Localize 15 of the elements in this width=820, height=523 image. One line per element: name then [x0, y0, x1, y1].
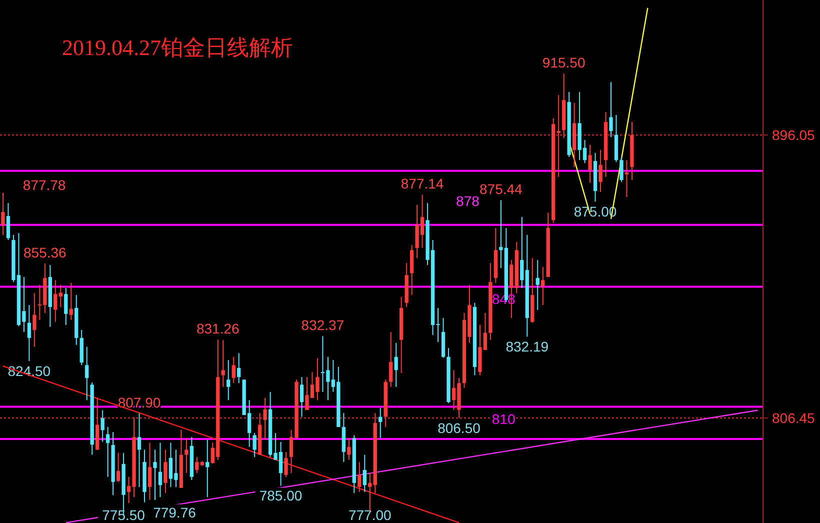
- annotation: 806.50: [438, 420, 480, 436]
- annotation: 831.26: [196, 320, 240, 337]
- annotation: 855.36: [24, 244, 66, 261]
- annotation: 832.19: [506, 338, 549, 355]
- title: 2019.04.27铂金日线解析: [62, 35, 293, 60]
- annotation: 775.50: [102, 507, 145, 523]
- annotation: 875.44: [480, 181, 522, 198]
- annotation: 777.00: [348, 507, 392, 523]
- annotation: 878: [456, 193, 480, 209]
- annotation: 785.00: [259, 488, 302, 504]
- annotation: 915.50: [542, 54, 586, 71]
- annotation: 832.37: [301, 317, 344, 334]
- annotation: 877.78: [22, 177, 66, 193]
- annotation: 779.76: [153, 504, 196, 520]
- annotation: 877.14: [400, 176, 444, 192]
